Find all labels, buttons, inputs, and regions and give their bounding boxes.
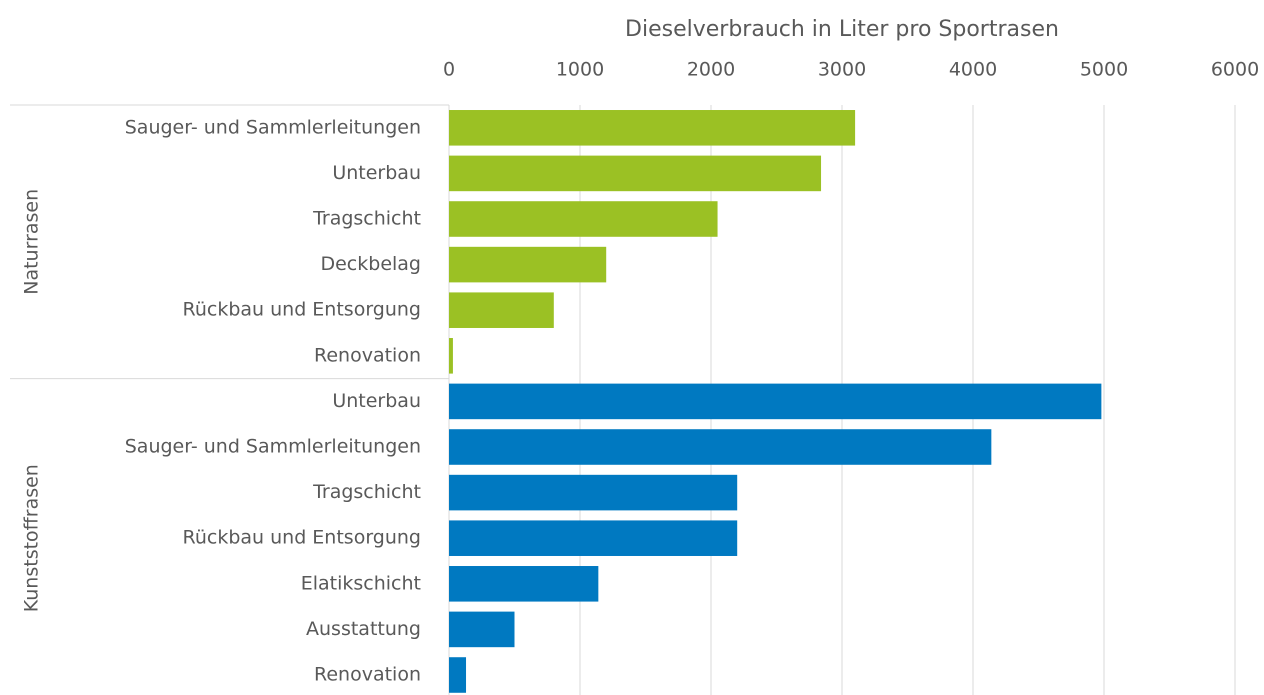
y-tick-label: Deckbelag: [320, 253, 421, 275]
y-tick-label: Rückbau und Entsorgung: [182, 527, 421, 549]
bar: [449, 292, 554, 328]
bar: [449, 429, 992, 465]
x-tick-label: 4000: [949, 59, 997, 81]
bar: [449, 657, 467, 693]
y-tick-label: Renovation: [314, 344, 421, 366]
group-label: Kunststoffrasen: [21, 464, 43, 612]
chart-title: Dieselverbrauch in Liter pro Sportrasen: [625, 17, 1059, 42]
bar: [449, 155, 822, 192]
y-tick-label: Sauger- und Sammlerleitungen: [125, 436, 421, 458]
y-tick-label: Renovation: [314, 664, 421, 686]
y-tick-label: Unterbau: [332, 390, 421, 412]
bar: [449, 246, 607, 283]
x-tick-label: 5000: [1080, 59, 1128, 81]
y-tick-label: Ausstattung: [306, 618, 421, 640]
bar: [449, 383, 1102, 420]
y-tick-label: Tragschicht: [312, 208, 421, 230]
group-label: Naturrasen: [21, 189, 43, 295]
y-tick-label: Tragschicht: [312, 481, 421, 503]
x-tick-label: 2000: [687, 59, 735, 81]
x-tick-label: 1000: [556, 59, 604, 81]
y-tick-label: Sauger- und Sammlerleitungen: [125, 116, 421, 138]
y-tick-label: Elatikschicht: [301, 572, 421, 594]
bar: [449, 110, 856, 146]
bar: [449, 520, 738, 556]
y-tick-label: Unterbau: [332, 162, 421, 184]
bar: [449, 201, 718, 237]
bar: [449, 338, 453, 374]
x-tick-label: 0: [443, 59, 455, 81]
x-tick-label: 6000: [1211, 59, 1259, 81]
bar: [449, 566, 599, 602]
x-tick-label: 3000: [818, 59, 866, 81]
bar: [449, 474, 738, 511]
bar: [449, 611, 515, 648]
y-tick-label: Rückbau und Entsorgung: [182, 299, 421, 321]
